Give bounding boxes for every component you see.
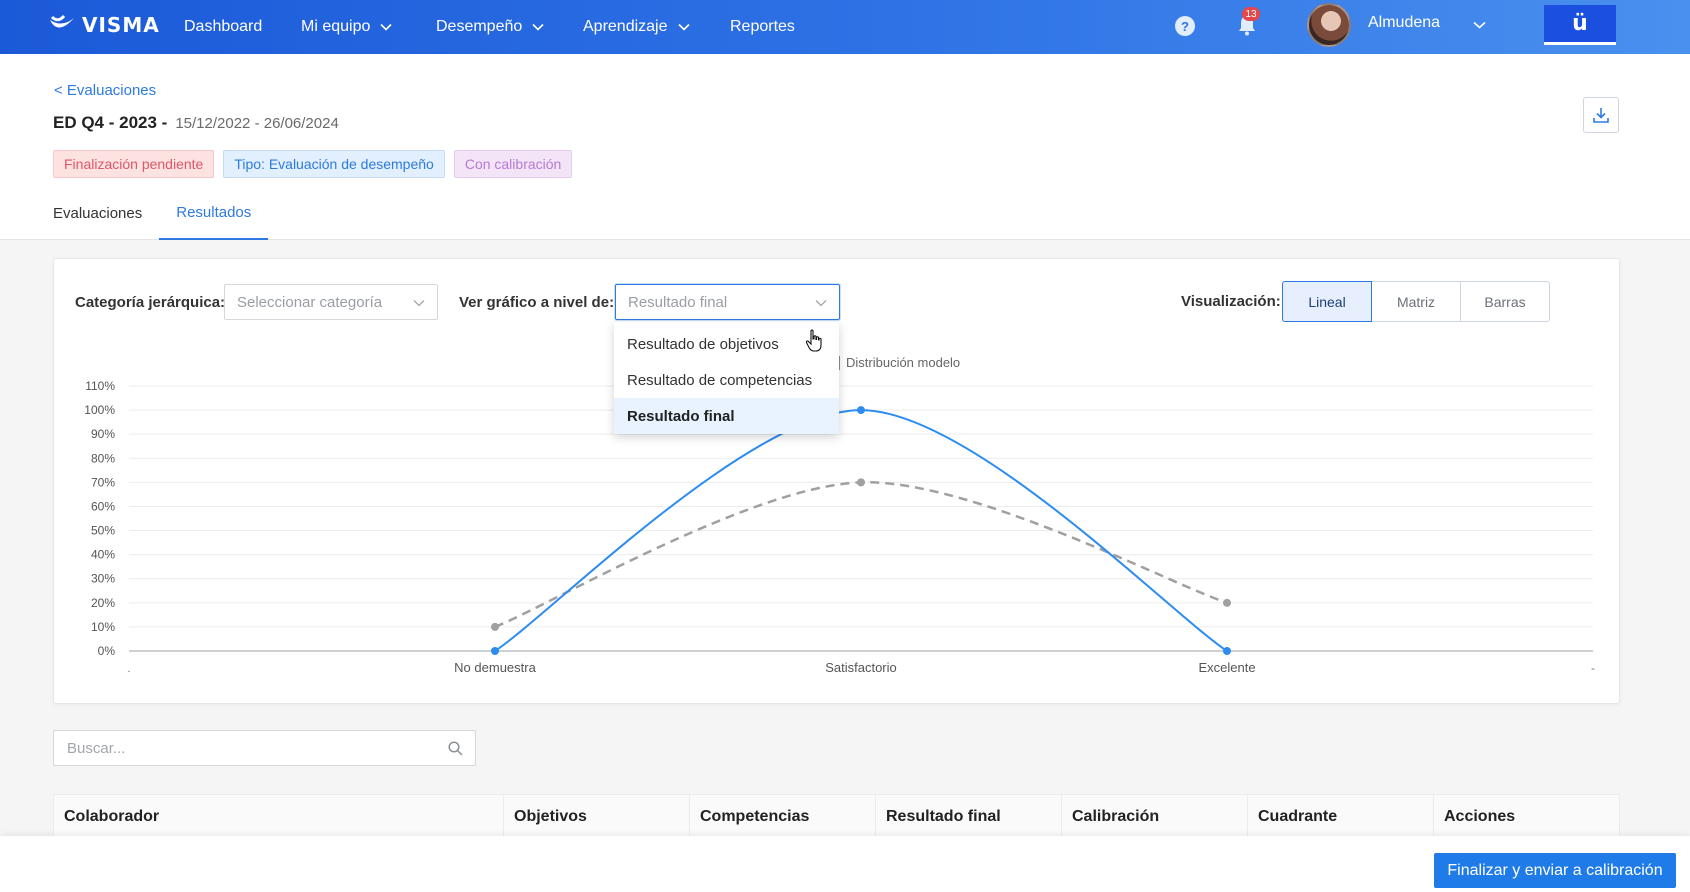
y-tick-label: 50% — [91, 524, 115, 538]
category-select-placeholder: Seleccionar categoría — [237, 293, 383, 311]
chevron-down-icon — [413, 300, 425, 307]
y-tick-label: 80% — [91, 451, 115, 465]
column-colaborador[interactable]: Colaborador — [54, 795, 504, 838]
app-switcher-button[interactable]: ü — [1544, 5, 1616, 45]
chevron-down-icon — [380, 23, 392, 31]
footer-bar: Finalizar y enviar a calibración — [0, 836, 1690, 892]
x-edge-label: . — [127, 661, 130, 675]
download-button[interactable] — [1583, 97, 1619, 133]
breadcrumb[interactable]: < Evaluaciones — [54, 82, 157, 99]
chevron-down-icon — [532, 23, 544, 31]
y-tick-label: 20% — [91, 596, 115, 610]
column-acciones[interactable]: Acciones — [1444, 807, 1516, 825]
chevron-down-icon — [677, 23, 690, 31]
y-tick-label: 70% — [91, 475, 115, 489]
model-data-point — [1223, 598, 1231, 607]
notification-badge: 13 — [1242, 7, 1260, 21]
result-data-point — [857, 406, 865, 415]
nav-desempeno-label: Desempeño — [436, 18, 523, 35]
visualization-toggle: Lineal Matriz Barras — [1282, 281, 1550, 322]
finalize-calibration-button[interactable]: Finalizar y enviar a calibración — [1434, 853, 1676, 888]
model-data-point — [491, 622, 499, 631]
nav-reportes-label: Reportes — [730, 18, 795, 35]
page-title: ED Q4 - 2023 - — [53, 113, 168, 132]
search-icon — [448, 741, 463, 756]
option-resultado-competencias[interactable]: Resultado de competencias — [627, 371, 813, 389]
page-dates: 15/12/2022 - 26/06/2024 — [175, 115, 339, 132]
legend-label-model: Distribución modelo — [846, 355, 960, 370]
y-tick-label: 100% — [84, 403, 115, 417]
search-input[interactable]: Buscar... — [53, 730, 476, 766]
model-data-point — [857, 478, 865, 487]
level-dropdown-menu: Resultado de objetivos Resultado de comp… — [614, 322, 839, 434]
visualization-label: Visualización: — [1181, 293, 1281, 310]
nav-dashboard-label: Dashboard — [184, 18, 263, 35]
viz-lineal-button[interactable]: Lineal — [1282, 281, 1372, 322]
y-tick-label: 60% — [91, 499, 115, 513]
y-tick-label: 10% — [91, 620, 115, 634]
nav-desempeno[interactable]: Desempeño — [436, 0, 544, 54]
results-line-chart: 0% 10% 20% 30% 40% 50% 60% 70% 80% 90% 100% 110% No … — [84, 355, 1595, 675]
results-table-header: Colaborador Objetivos Competencias Resul… — [53, 794, 1620, 838]
page-header: < Evaluaciones ED Q4 - 2023 - 15/12/2022… — [0, 54, 1690, 240]
nav-mi-equipo[interactable]: Mi equipo — [301, 0, 392, 54]
column-competencias[interactable]: Competencias — [690, 795, 876, 838]
level-filter-label: Ver gráfico a nivel de: — [459, 294, 615, 311]
column-cuadrante[interactable]: Cuadrante — [1248, 795, 1434, 838]
x-tick-label: Satisfactorio — [825, 660, 897, 675]
nav-aprendizaje-label: Aprendizaje — [583, 18, 668, 35]
option-resultado-objetivos[interactable]: Resultado de objetivos — [627, 335, 779, 353]
status-badges: Finalización pendiente Tipo: Evaluación … — [53, 150, 573, 178]
y-tick-label: 30% — [91, 572, 115, 586]
viz-barras-button[interactable]: Barras — [1460, 281, 1550, 322]
level-select[interactable]: Resultado final — [615, 284, 840, 320]
result-data-point — [491, 647, 499, 655]
visma-logo[interactable]: VISMA — [48, 13, 160, 37]
chevron-down-icon — [815, 300, 827, 307]
tab-evaluaciones[interactable]: Evaluaciones — [53, 205, 143, 222]
column-resultado-final[interactable]: Resultado final — [876, 795, 1062, 838]
x-tick-label: Excelente — [1198, 660, 1255, 675]
column-objetivos[interactable]: Objetivos — [504, 795, 690, 838]
brand-name: VISMA — [82, 13, 160, 37]
tabs: Evaluaciones Resultados — [53, 187, 269, 240]
hand-cursor-icon — [805, 329, 822, 352]
chevron-down-icon[interactable] — [1473, 21, 1486, 29]
download-icon — [1593, 108, 1609, 123]
option-resultado-final[interactable]: Resultado final — [614, 398, 839, 434]
level-select-value: Resultado final — [628, 293, 728, 311]
viz-matriz-button[interactable]: Matriz — [1371, 281, 1461, 322]
title-row: ED Q4 - 2023 - 15/12/2022 - 26/06/2024 — [53, 113, 339, 133]
result-data-point — [1223, 647, 1231, 655]
user-name[interactable]: Almudena — [1368, 14, 1441, 31]
nav-dashboard[interactable]: Dashboard — [184, 0, 262, 54]
y-tick-label: 0% — [98, 644, 116, 658]
help-icon[interactable]: ? — [1175, 16, 1195, 36]
search-placeholder: Buscar... — [67, 739, 126, 757]
column-calibracion[interactable]: Calibración — [1062, 795, 1248, 838]
x-edge-label: - — [1591, 661, 1595, 675]
nav-reportes[interactable]: Reportes — [730, 0, 795, 54]
top-navigation: VISMA Dashboard Mi equipo Desempeño Apre… — [0, 0, 1690, 54]
visma-mark-icon — [50, 14, 74, 28]
x-tick-label: No demuestra — [454, 660, 536, 675]
status-badge-pending: Finalización pendiente — [53, 150, 215, 178]
nav-aprendizaje[interactable]: Aprendizaje — [583, 0, 690, 54]
y-tick-label: 40% — [91, 548, 115, 562]
category-filter-label: Categoría jerárquica: — [75, 294, 226, 311]
nav-mi-equipo-label: Mi equipo — [301, 18, 371, 35]
tab-resultados[interactable]: Resultados — [159, 187, 269, 240]
type-badge: Tipo: Evaluación de desempeño — [223, 150, 445, 178]
y-tick-label: 90% — [91, 427, 115, 441]
calibration-badge: Con calibración — [453, 150, 573, 178]
avatar[interactable] — [1307, 3, 1351, 47]
category-select[interactable]: Seleccionar categoría — [224, 284, 438, 320]
y-tick-label: 110% — [85, 379, 115, 393]
